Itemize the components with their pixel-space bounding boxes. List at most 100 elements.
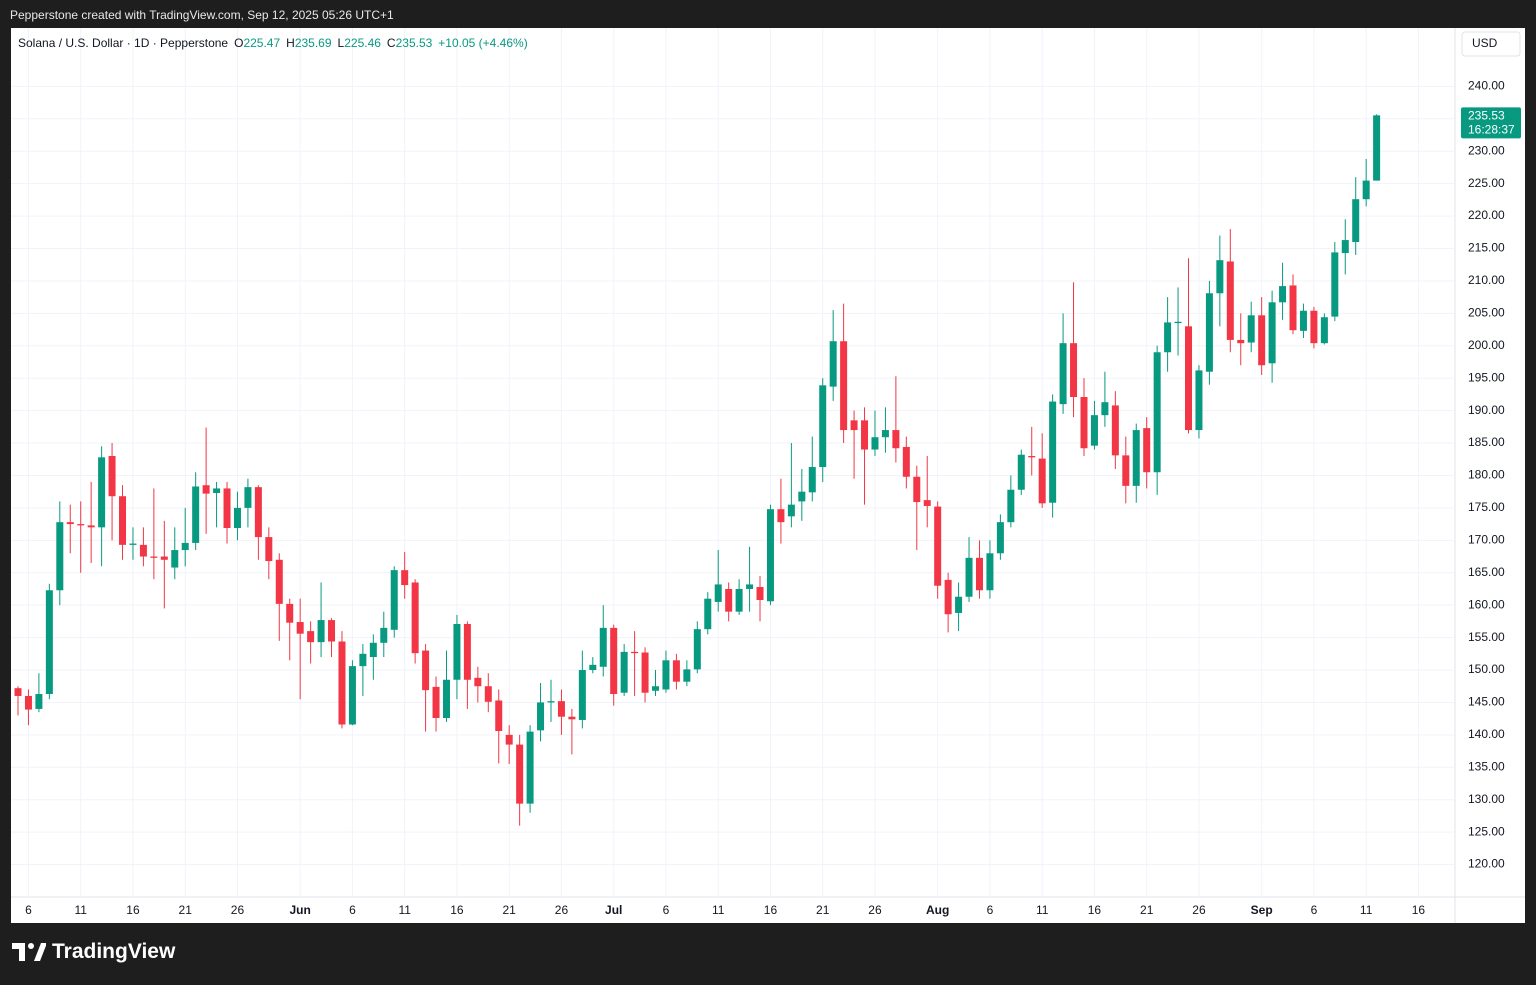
candle-body [934,506,942,586]
candle-body [766,509,774,602]
candle-body [505,734,513,745]
candle-body [714,584,722,602]
candle-body [516,744,524,804]
candle-body [1101,402,1109,416]
x-tick-label: 6 [1311,903,1318,917]
candle-body [1164,322,1172,353]
candle-body [463,623,471,680]
y-tick-label: 150.00 [1468,662,1505,676]
candle-body [307,631,315,643]
y-tick-label: 130.00 [1468,792,1505,806]
candle-body [1362,180,1370,200]
candle-body [777,509,785,523]
candle-body [129,543,137,545]
candle-body [1132,430,1140,486]
candle-body [1279,286,1287,303]
candle-body [683,669,691,682]
change: +10.05 (+4.46%) [438,36,528,50]
x-tick-label: Jul [605,903,622,917]
x-tick-label: 11 [398,903,411,917]
candle-body [1373,115,1381,181]
x-tick-label: 11 [1036,903,1049,917]
candle-body [1090,415,1098,446]
candle-body [160,556,168,560]
candle-body [1195,370,1203,431]
x-tick-label: 21 [816,903,830,917]
candle-body [265,537,273,562]
y-tick-label: 140.00 [1468,727,1505,741]
candle-body [254,487,262,538]
candle-body [871,437,879,450]
candle-body [631,651,639,654]
candle-body [1310,310,1318,344]
x-tick-label: 16 [450,903,464,917]
x-tick-label: 6 [987,903,994,917]
candle-body [850,420,858,431]
candle-body [150,556,158,558]
x-tick-label: 26 [555,903,569,917]
candle-body [192,486,200,543]
y-tick-label: 120.00 [1468,857,1505,871]
candle-body [35,694,43,709]
candle-body [610,627,618,695]
candle-body [1258,315,1266,366]
x-tick-label: 6 [663,903,670,917]
y-tick-label: 210.00 [1468,273,1505,287]
candle-body [913,476,921,503]
candle-body [66,522,74,525]
candle-body [1122,455,1130,486]
candle-body [432,686,440,719]
x-tick-label: 16 [1412,903,1426,917]
candle-body [578,670,586,720]
x-tick-label: 11 [1360,903,1373,917]
candle-body [840,341,848,431]
candle-body [202,485,210,494]
y-tick-label: 165.00 [1468,565,1505,579]
candle-body [1247,315,1255,343]
symbol-title: Solana / U.S. Dollar · 1D · Pepperstone [18,36,229,50]
y-tick-label: 145.00 [1468,695,1505,709]
candle-body [1007,489,1015,523]
last-price-box [1461,107,1521,139]
logo [12,943,46,961]
candle-body [746,584,754,589]
candle-body [1038,458,1046,504]
candle-body [861,420,869,450]
candle-body [1017,454,1025,490]
candle-body [1205,293,1213,372]
ohlc-label: H [286,36,295,50]
candle-body [1341,240,1349,254]
candle-body [359,653,367,667]
candle-body [589,664,597,671]
candle-body [1174,321,1182,324]
x-tick-label: Jun [290,903,311,917]
candle-body [223,488,231,528]
candle-body [422,650,430,691]
x-tick-label: 16 [764,903,778,917]
candle-body [338,641,346,725]
y-tick-label: 220.00 [1468,208,1505,222]
candle-body [442,679,450,719]
candle-body [725,588,733,612]
x-tick-label: 21 [179,903,193,917]
y-tick-label: 225.00 [1468,176,1505,190]
x-tick-label: 26 [231,903,245,917]
candle-body [233,507,241,528]
candle-body [1059,343,1067,405]
candle-body [98,457,106,528]
candle-body [380,627,388,643]
candle-body [108,456,116,497]
candle-body [1320,317,1328,344]
y-tick-label: 240.00 [1468,79,1505,93]
legend: Solana / U.S. Dollar · 1D · Pepperstone O… [18,36,534,50]
candle-body [537,702,545,731]
candle-body [881,430,889,438]
candle-body [1352,199,1360,243]
x-tick-label: 16 [126,903,140,917]
currency-box[interactable] [1461,31,1521,57]
currency[interactable]: USD [1472,36,1498,50]
candle-body [808,467,816,493]
y-tick-label: 175.00 [1468,500,1505,514]
candle-body [369,642,377,658]
